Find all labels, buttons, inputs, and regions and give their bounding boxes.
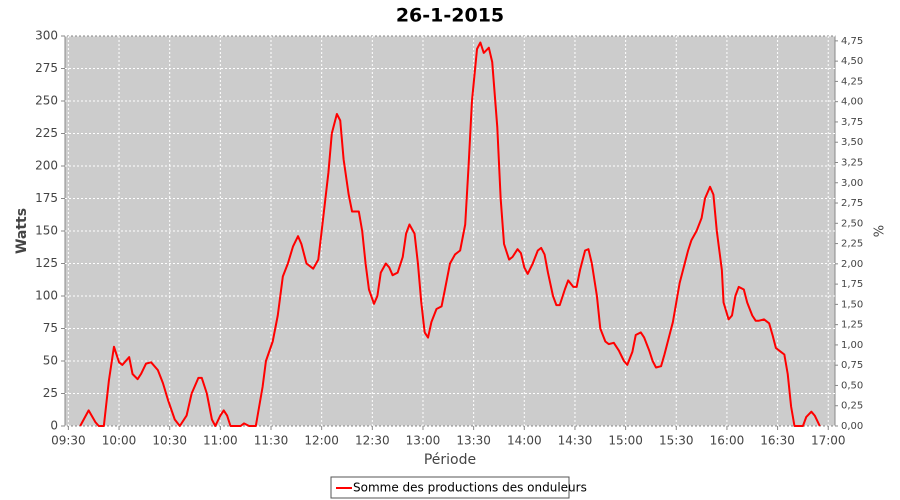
y2-tick-label: 0,25 bbox=[841, 401, 863, 412]
y-tick-label: 275 bbox=[35, 61, 58, 75]
y2-tick-label: 3,25 bbox=[841, 157, 863, 168]
y-tick-label: 25 bbox=[43, 386, 58, 400]
y-tick-label: 50 bbox=[43, 354, 58, 368]
y2-tick-label: 0,00 bbox=[841, 421, 863, 432]
x-tick-label: 14:00 bbox=[507, 434, 542, 448]
x-tick-label: 13:30 bbox=[456, 434, 491, 448]
series-line bbox=[79, 41, 821, 427]
y2-tick-label: 0,75 bbox=[841, 360, 863, 371]
x-tick-label: 11:30 bbox=[254, 434, 289, 448]
y-tick-label: 75 bbox=[43, 321, 58, 335]
y2-tick-label: 3,50 bbox=[841, 137, 863, 148]
y2-tick-label: 2,00 bbox=[841, 259, 863, 270]
x-tick-label: 16:00 bbox=[710, 434, 745, 448]
y-tick-label: 250 bbox=[35, 94, 58, 108]
y2-axis-label: % bbox=[873, 225, 888, 237]
y-tick-label: 225 bbox=[35, 126, 58, 140]
x-tick-label: 15:30 bbox=[659, 434, 694, 448]
y2-tick-label: 1,50 bbox=[841, 299, 863, 310]
y-tick-label: 0 bbox=[50, 419, 58, 433]
y2-tick-label: 4,25 bbox=[841, 76, 863, 87]
y2-tick-label: 4,50 bbox=[841, 56, 863, 67]
y2-tick-label: 3,75 bbox=[841, 117, 863, 128]
y2-tick-label: 1,00 bbox=[841, 340, 863, 351]
legend-box bbox=[330, 476, 570, 499]
x-tick-label: 17:00 bbox=[811, 434, 846, 448]
y2-tick-label: 3,00 bbox=[841, 178, 863, 189]
y-tick-label: 175 bbox=[35, 191, 58, 205]
x-tick-label: 10:00 bbox=[102, 434, 137, 448]
y2-tick-label: 4,75 bbox=[841, 36, 863, 47]
y2-tick-label: 2,50 bbox=[841, 218, 863, 229]
y2-tick-label: 4,00 bbox=[841, 97, 863, 108]
x-tick-label: 12:00 bbox=[304, 434, 339, 448]
y2-tick-label: 1,25 bbox=[841, 320, 863, 331]
x-tick-label: 14:30 bbox=[558, 434, 593, 448]
y-tick-label: 300 bbox=[35, 29, 58, 43]
x-tick-label: 11:00 bbox=[203, 434, 238, 448]
x-tick-label: 16:30 bbox=[760, 434, 795, 448]
y-tick-label: 200 bbox=[35, 159, 58, 173]
y-tick-label: 150 bbox=[35, 224, 58, 238]
y2-tick-label: 0,50 bbox=[841, 380, 863, 391]
y-axis-label: Watts bbox=[14, 208, 30, 254]
y2-tick-label: 1,75 bbox=[841, 279, 863, 290]
y2-tick-label: 2,75 bbox=[841, 198, 863, 209]
y-tick-label: 100 bbox=[35, 289, 58, 303]
x-tick-label: 15:00 bbox=[608, 434, 643, 448]
y-tick-label: 125 bbox=[35, 256, 58, 270]
x-tick-label: 13:00 bbox=[406, 434, 441, 448]
x-tick-label: 09:30 bbox=[51, 434, 86, 448]
x-tick-label: 10:30 bbox=[152, 434, 187, 448]
x-axis-label: Période bbox=[424, 452, 476, 468]
y2-tick-label: 2,25 bbox=[841, 239, 863, 250]
chart-title: 26-1-2015 bbox=[396, 5, 504, 27]
legend-label: Somme des productions des onduleurs bbox=[353, 481, 587, 495]
x-tick-label: 12:30 bbox=[355, 434, 390, 448]
